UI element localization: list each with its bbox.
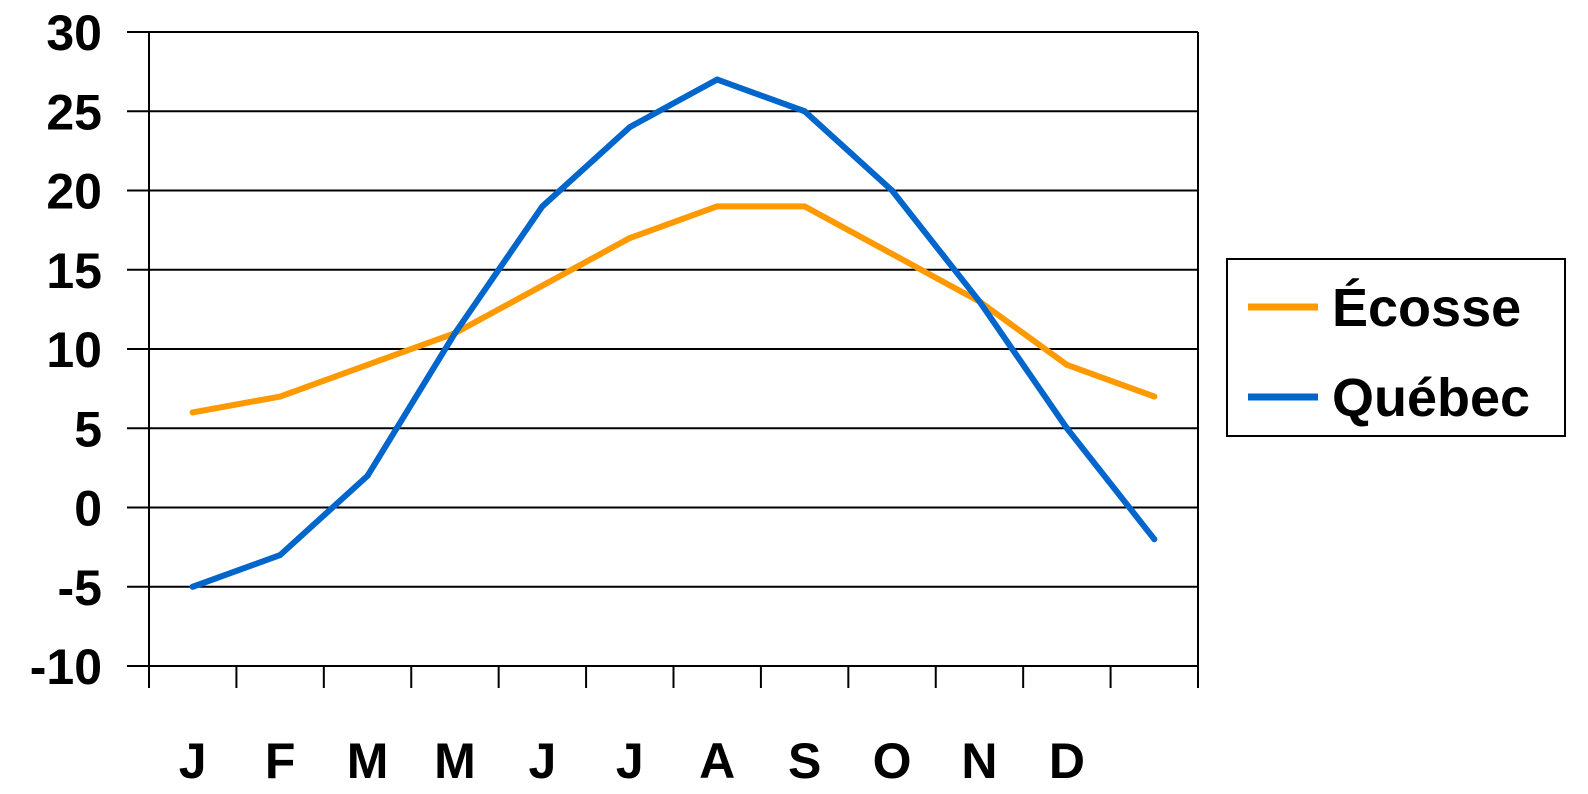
- y-tick-label: 30: [46, 5, 102, 61]
- x-tick-label: S: [788, 733, 821, 789]
- data-point-ecosse: [189, 409, 196, 416]
- y-tick-label: -10: [30, 639, 102, 695]
- x-tick-label: O: [873, 733, 912, 789]
- legend-label-ecosse: Écosse: [1332, 278, 1521, 338]
- data-point-quebec: [277, 552, 284, 559]
- y-tick-label: 5: [74, 401, 102, 457]
- data-point-quebec: [451, 330, 458, 337]
- data-point-quebec: [189, 583, 196, 590]
- data-point-quebec: [626, 124, 633, 131]
- axes: [127, 31, 1199, 688]
- x-tick-label: M: [347, 733, 389, 789]
- x-tick-label: J: [528, 733, 556, 789]
- x-tick-label: J: [616, 733, 644, 789]
- data-point-ecosse: [801, 203, 808, 210]
- data-point-ecosse: [1063, 361, 1070, 368]
- y-tick-label: 25: [46, 84, 102, 140]
- x-tick-label: N: [961, 733, 997, 789]
- data-point-quebec: [714, 76, 721, 83]
- data-point-quebec: [1151, 536, 1158, 543]
- x-tick-label: A: [699, 733, 735, 789]
- data-point-quebec: [364, 472, 371, 479]
- y-tick-label: 20: [46, 164, 102, 220]
- data-point-quebec: [976, 298, 983, 305]
- y-tick-labels: 30 25 20 15 10 5 0 -5 -10: [30, 5, 102, 695]
- series-line-ecosse: [189, 203, 1158, 416]
- legend-label-quebec: Québec: [1332, 368, 1530, 428]
- data-point-ecosse: [539, 282, 546, 289]
- y-tick-label: -5: [58, 560, 102, 616]
- y-tick-label: 10: [46, 322, 102, 378]
- y-tick-label: 15: [46, 243, 102, 299]
- data-point-ecosse: [714, 203, 721, 210]
- series-lines: [189, 76, 1158, 590]
- data-point-quebec: [801, 108, 808, 115]
- data-point-ecosse: [889, 250, 896, 257]
- x-tick-label: M: [434, 733, 476, 789]
- data-point-ecosse: [277, 393, 284, 400]
- data-point-ecosse: [626, 235, 633, 242]
- legend: Écosse Québec: [1226, 258, 1566, 437]
- x-tick-label: D: [1049, 733, 1085, 789]
- data-point-ecosse: [1151, 393, 1158, 400]
- data-point-quebec: [1063, 425, 1070, 432]
- series-line-quebec: [189, 76, 1158, 590]
- data-point-quebec: [539, 203, 546, 210]
- x-tick-label: F: [265, 733, 296, 789]
- data-point-ecosse: [364, 361, 371, 368]
- x-tick-label: J: [179, 733, 207, 789]
- y-tick-label: 0: [74, 481, 102, 537]
- data-point-quebec: [889, 187, 896, 194]
- legend-box: [1226, 258, 1566, 437]
